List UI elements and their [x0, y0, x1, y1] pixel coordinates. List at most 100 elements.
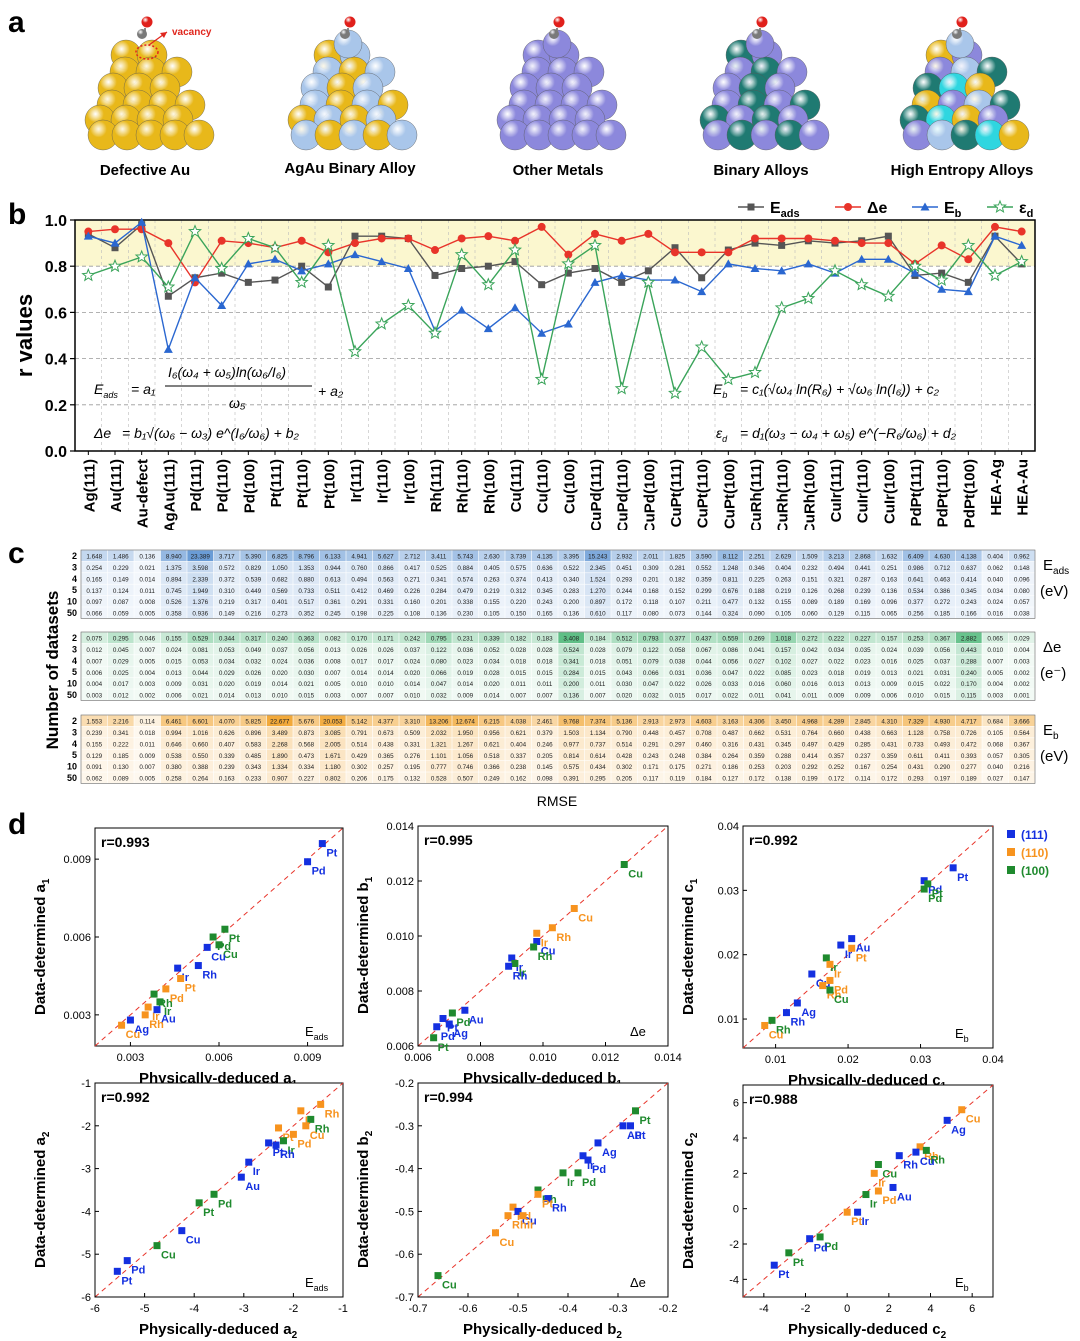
heatmap-value: 0.291	[643, 741, 659, 748]
heatmap-cell	[849, 561, 876, 573]
data-point	[110, 238, 120, 247]
heatmap-value: 0.610	[590, 611, 606, 618]
heatmap-value: 1.050	[272, 565, 288, 572]
heatmap-cell	[293, 760, 320, 772]
point-label: Pt	[778, 1269, 789, 1281]
heatmap-value: 0.216	[245, 611, 261, 618]
heatmap-value: 0.365	[378, 753, 394, 760]
heatmap-cell	[690, 772, 717, 784]
heatmap-cell	[134, 772, 161, 784]
heatmap-cell	[584, 677, 611, 689]
heatmap-cell	[558, 760, 585, 772]
heatmap-value: 0.155	[484, 599, 500, 606]
heatmap-cell	[611, 595, 638, 607]
heatmap-cell	[107, 584, 134, 596]
point-label: Cu	[310, 1130, 325, 1142]
heatmap-cell	[584, 738, 611, 749]
heatmap-value: 0.020	[616, 693, 632, 700]
scatter-point	[318, 840, 326, 848]
heatmap-cell	[319, 573, 346, 584]
heatmap-cell	[160, 760, 187, 772]
scatter-point	[492, 1229, 499, 1237]
heatmap-value: 2.630	[484, 554, 500, 561]
heatmap-cell	[452, 738, 479, 749]
row-label: 10	[67, 762, 77, 772]
point-label: Cu	[541, 946, 556, 958]
heatmap-cell	[293, 715, 320, 727]
heatmap-value: 13.206	[429, 719, 449, 726]
heatmap-cell	[929, 715, 956, 727]
heatmap-cell	[902, 632, 929, 644]
heatmap-value: 0.105	[775, 611, 791, 618]
point-label: Cu	[966, 1114, 981, 1126]
heatmap-value: 0.025	[113, 670, 129, 677]
heatmap-cell	[743, 550, 770, 562]
heatmap-cell	[81, 584, 108, 596]
heatmap-cell	[452, 760, 479, 772]
heatmap-value: 0.962	[1014, 554, 1030, 561]
heatmap-cell	[107, 689, 134, 701]
x-tick-label: 0.008	[467, 1052, 495, 1064]
heatmap-value: 2.345	[590, 565, 606, 572]
point-label: Ir	[287, 1145, 295, 1157]
x-tick-label: -0.2	[659, 1303, 678, 1315]
heatmap-cell	[531, 584, 558, 596]
heatmap-cell	[876, 643, 903, 655]
heatmap-cell	[955, 677, 982, 689]
block-unit: (eV)	[1040, 748, 1068, 765]
data-point	[883, 254, 893, 263]
heatmap-value: 6.133	[325, 554, 341, 561]
scatter-point	[504, 1212, 512, 1220]
heatmap-cell	[717, 607, 744, 619]
data-point	[937, 241, 946, 250]
heatmap-cell	[690, 584, 717, 596]
data-point	[108, 258, 122, 273]
data-point	[137, 217, 147, 226]
heatmap-cell	[505, 738, 532, 749]
heatmap-cell	[319, 738, 346, 749]
heatmap-value: 0.170	[961, 681, 977, 688]
scatter-point	[806, 1235, 814, 1243]
heatmap-value: 0.361	[325, 599, 341, 606]
heatmap-value: 0.451	[616, 565, 632, 572]
formula-ed-lhs: εd	[716, 425, 728, 444]
heatmap-cell	[425, 726, 452, 738]
scatter-point	[514, 1207, 522, 1215]
heatmap-cell	[319, 595, 346, 607]
heatmap-value: 0.367	[934, 636, 950, 643]
oxygen-atom	[553, 16, 565, 28]
heatmap-cell	[664, 738, 691, 749]
data-point	[561, 256, 576, 270]
x-tick-label: 0.02	[837, 1054, 858, 1066]
heatmap-value: 0.994	[166, 730, 182, 737]
x-tick-label: CuPt(111)	[668, 459, 685, 527]
heatmap-value: 0.172	[828, 776, 844, 783]
heatmap-cell	[372, 749, 399, 761]
y-tick-label: 0.008	[386, 986, 414, 998]
data-point	[83, 231, 93, 240]
heatmap-cell	[664, 689, 691, 701]
heatmap-value: 0.377	[908, 599, 924, 606]
point-label: Ir	[519, 968, 527, 980]
heatmap-cell	[372, 561, 399, 573]
heatmap-cell	[929, 689, 956, 701]
scatter-point	[922, 1146, 930, 1154]
row-label: 5	[72, 750, 77, 760]
heatmap-value: 0.022	[722, 693, 738, 700]
heatmap-value: 0.344	[219, 636, 235, 643]
heatmap-value: 0.384	[696, 753, 712, 760]
heatmap-cell	[770, 561, 797, 573]
data-point	[910, 268, 920, 277]
heatmap-value: 22.677	[270, 719, 290, 726]
data-point	[591, 229, 599, 238]
heatmap-cell	[690, 573, 717, 584]
heatmap-value: 2.032	[431, 730, 447, 737]
heatmap-cell	[1008, 561, 1035, 573]
heatmap-value: 0.149	[219, 611, 235, 618]
heatmap-value: 2.629	[775, 554, 791, 561]
heatmap-cell	[81, 632, 108, 644]
heatmap-value: 0.621	[510, 730, 526, 737]
heatmap-cell	[929, 643, 956, 655]
heatmap-value: 0.338	[457, 599, 473, 606]
heatmap-value: 0.003	[139, 681, 155, 688]
